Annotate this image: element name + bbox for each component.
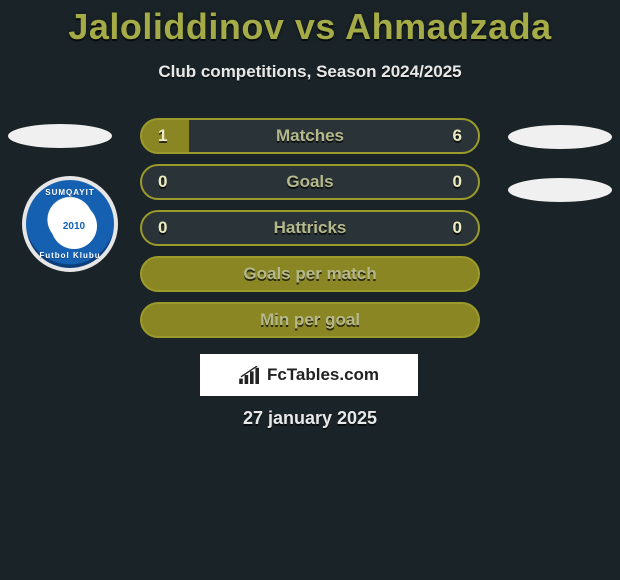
page-title: Jaloliddinov vs Ahmadzada: [0, 0, 620, 48]
club-badge-bottom-text: Futbol Klubu: [26, 251, 114, 260]
club-badge-top-text: SUMQAYIT: [26, 188, 114, 197]
stat-row-hattricks: 0 Hattricks 0: [140, 210, 480, 246]
stat-row-goals_per_match: Goals per match: [140, 256, 480, 292]
club-badge-outer-ring: SUMQAYIT 2010 Futbol Klubu: [22, 176, 118, 272]
club-left-badge: SUMQAYIT 2010 Futbol Klubu: [22, 176, 118, 272]
stat-label: Goals per match: [243, 264, 376, 284]
stat-label: Matches: [276, 126, 344, 146]
stat-right-value: 0: [453, 218, 462, 238]
stat-left-value: 0: [158, 172, 167, 192]
stat-row-goals: 0 Goals 0: [140, 164, 480, 200]
date-label: 27 january 2025: [0, 408, 620, 429]
watermark-text: FcTables.com: [267, 365, 379, 385]
stat-left-value: 0: [158, 218, 167, 238]
season-subtitle: Club competitions, Season 2024/2025: [0, 62, 620, 82]
stat-left-value: 1: [158, 126, 167, 146]
stat-rows: 1 Matches 6 0 Goals 0 0 Hattricks 0 Goals per mat…: [140, 118, 480, 348]
club-badge-center: 2010: [51, 203, 97, 249]
stat-label: Goals: [286, 172, 333, 192]
stat-row-min_per_goal: Min per goal: [140, 302, 480, 338]
stat-right-value: 6: [453, 126, 462, 146]
stat-right-value: 0: [453, 172, 462, 192]
player-left-placeholder-icon: [8, 124, 112, 148]
club-badge-year: 2010: [63, 221, 85, 232]
comparison-card: Jaloliddinov vs Ahmadzada Club competiti…: [0, 0, 620, 580]
stat-label: Hattricks: [274, 218, 347, 238]
club-right-placeholder-icon: [508, 178, 612, 202]
stat-row-matches: 1 Matches 6: [140, 118, 480, 154]
player-right-placeholder-icon: [508, 125, 612, 149]
stat-label: Min per goal: [260, 310, 360, 330]
watermark: FcTables.com: [200, 354, 418, 396]
fctables-logo-icon: [239, 366, 261, 384]
